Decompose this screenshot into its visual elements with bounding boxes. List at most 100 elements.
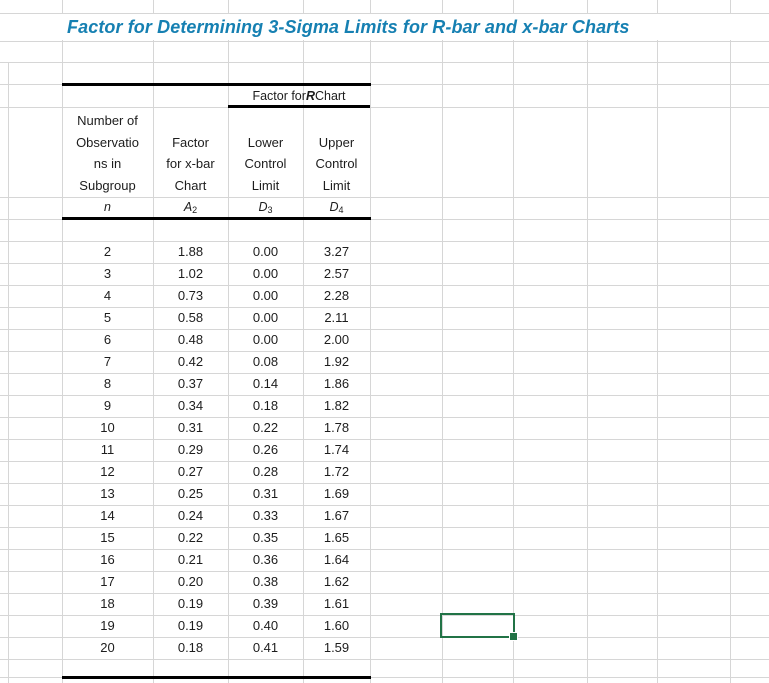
table-cell[interactable]: 1.02 (177, 266, 204, 281)
header-line: Control (315, 156, 358, 171)
table-cell[interactable]: 0.18 (252, 398, 279, 413)
table-cell[interactable]: 0.26 (252, 442, 279, 457)
gridline-vertical (730, 0, 731, 683)
table-cell[interactable]: 7 (103, 354, 112, 369)
table-cell[interactable]: 0.00 (252, 310, 279, 325)
table-cell[interactable]: 0.20 (177, 574, 204, 589)
table-cell[interactable]: 1.67 (323, 508, 350, 523)
table-cell[interactable]: 0.25 (177, 486, 204, 501)
table-cell[interactable]: 0.18 (177, 640, 204, 655)
table-cell[interactable]: 1.82 (323, 398, 350, 413)
table-cell[interactable]: 0.35 (252, 530, 279, 545)
table-cell[interactable]: 0.29 (177, 442, 204, 457)
table-cell[interactable]: 10 (100, 420, 115, 435)
table-cell[interactable]: 5 (103, 310, 112, 325)
table-cell[interactable]: 0.31 (177, 420, 204, 435)
table-cell[interactable]: 20 (100, 640, 115, 655)
table-cell[interactable]: 0.19 (177, 618, 204, 633)
table-cell[interactable]: 0.42 (177, 354, 204, 369)
table-cell[interactable]: 0.27 (177, 464, 204, 479)
table-cell[interactable]: 0.22 (252, 420, 279, 435)
header-line: Limit (322, 177, 351, 193)
symbol-d4[interactable]: D4 (303, 197, 370, 219)
gridline-vertical (587, 0, 588, 683)
table-cell[interactable]: 0.19 (177, 596, 204, 611)
table-cell[interactable]: 0.41 (252, 640, 279, 655)
table-cell[interactable]: 2.11 (324, 310, 349, 325)
table-cell[interactable]: 8 (103, 376, 112, 391)
table-cell[interactable]: 2.57 (323, 266, 350, 281)
table-cell[interactable]: 0.22 (177, 530, 204, 545)
table-cell[interactable]: 2.28 (323, 288, 350, 303)
symbol-n[interactable]: n (62, 197, 153, 219)
table-cell[interactable]: 0.00 (252, 266, 279, 281)
header-line: Limit (251, 177, 280, 193)
selected-cell[interactable] (440, 613, 518, 641)
gridline-horizontal (0, 62, 769, 63)
table-cell[interactable]: 0.58 (177, 310, 204, 325)
gridline-horizontal (0, 41, 769, 42)
table-cell[interactable]: 0.24 (177, 508, 204, 523)
table-cell[interactable]: 1.88 (177, 244, 204, 259)
table-cell[interactable]: 1.72 (323, 464, 350, 479)
table-cell[interactable]: 2 (103, 244, 112, 259)
table-cell[interactable]: 14 (100, 508, 115, 523)
table-cell[interactable]: 0.33 (252, 508, 279, 523)
table-cell[interactable]: 0.31 (252, 486, 279, 501)
table-cell[interactable]: 3.27 (323, 244, 350, 259)
table-cell[interactable]: 1.69 (323, 486, 350, 501)
table-cell[interactable]: 13 (100, 486, 115, 501)
gridline-vertical (8, 62, 9, 683)
table-cell[interactable]: 9 (103, 398, 112, 413)
table-cell[interactable]: 18 (100, 596, 115, 611)
table-row: 4 0.73 0.00 2.28 (0, 285, 769, 307)
table-cell[interactable]: 0.00 (252, 288, 279, 303)
table-cell[interactable]: 0.14 (252, 376, 279, 391)
symbol-a2[interactable]: A2 (153, 197, 228, 219)
table-cell[interactable]: 4 (103, 288, 112, 303)
table-cell[interactable]: 19 (100, 618, 115, 633)
table-cell[interactable]: 1.60 (323, 618, 350, 633)
gridline-vertical (657, 0, 658, 683)
table-cell[interactable]: 12 (100, 464, 115, 479)
table-cell[interactable]: 0.34 (177, 398, 204, 413)
table-cell[interactable]: 0.28 (252, 464, 279, 479)
symbol-d3[interactable]: D3 (228, 197, 303, 219)
table-cell[interactable]: 1.62 (323, 574, 350, 589)
symbol-subscript: 3 (267, 205, 273, 215)
header-d3-column[interactable]: Lower Control Limit (228, 107, 303, 197)
table-cell[interactable]: 1.74 (323, 442, 350, 457)
table-cell[interactable]: 0.48 (177, 332, 204, 347)
table-cell[interactable]: 15 (100, 530, 115, 545)
table-cell[interactable]: 1.78 (323, 420, 350, 435)
table-cell[interactable]: 0.37 (177, 376, 204, 391)
header-d4-column[interactable]: Upper Control Limit (303, 107, 370, 197)
header-line: for x-bar (166, 156, 215, 171)
table-cell[interactable]: 3 (103, 266, 112, 281)
table-cell[interactable]: 0.00 (252, 244, 279, 259)
table-cell[interactable]: 0.00 (252, 332, 279, 347)
table-cell[interactable]: 1.65 (323, 530, 350, 545)
header-n-column[interactable]: Number of Observatio ns in Subgroup (62, 107, 153, 197)
table-cell[interactable]: 1.64 (323, 552, 350, 567)
table-cell[interactable]: 0.39 (252, 596, 279, 611)
table-cell[interactable]: 0.08 (252, 354, 279, 369)
r-chart-span-header[interactable]: Factor for R Chart (228, 84, 370, 107)
table-cell[interactable]: 1.59 (323, 640, 350, 655)
table-cell[interactable]: 1.92 (323, 354, 350, 369)
table-cell[interactable]: 1.61 (323, 596, 350, 611)
table-cell[interactable]: 0.73 (177, 288, 204, 303)
table-cell[interactable]: 0.38 (252, 574, 279, 589)
table-cell[interactable]: 17 (100, 574, 115, 589)
header-a2-column[interactable]: Factor for x-bar Chart (153, 107, 228, 197)
table-cell[interactable]: 0.21 (177, 552, 204, 567)
fill-handle[interactable] (509, 632, 518, 641)
table-cell[interactable]: 16 (100, 552, 115, 567)
table-cell[interactable]: 0.40 (252, 618, 279, 633)
table-cell[interactable]: 11 (100, 442, 115, 457)
table-cell[interactable]: 1.86 (323, 376, 350, 391)
table-cell[interactable]: 2.00 (323, 332, 350, 347)
table-cell[interactable]: 6 (103, 332, 112, 347)
table-cell[interactable]: 0.36 (252, 552, 279, 567)
